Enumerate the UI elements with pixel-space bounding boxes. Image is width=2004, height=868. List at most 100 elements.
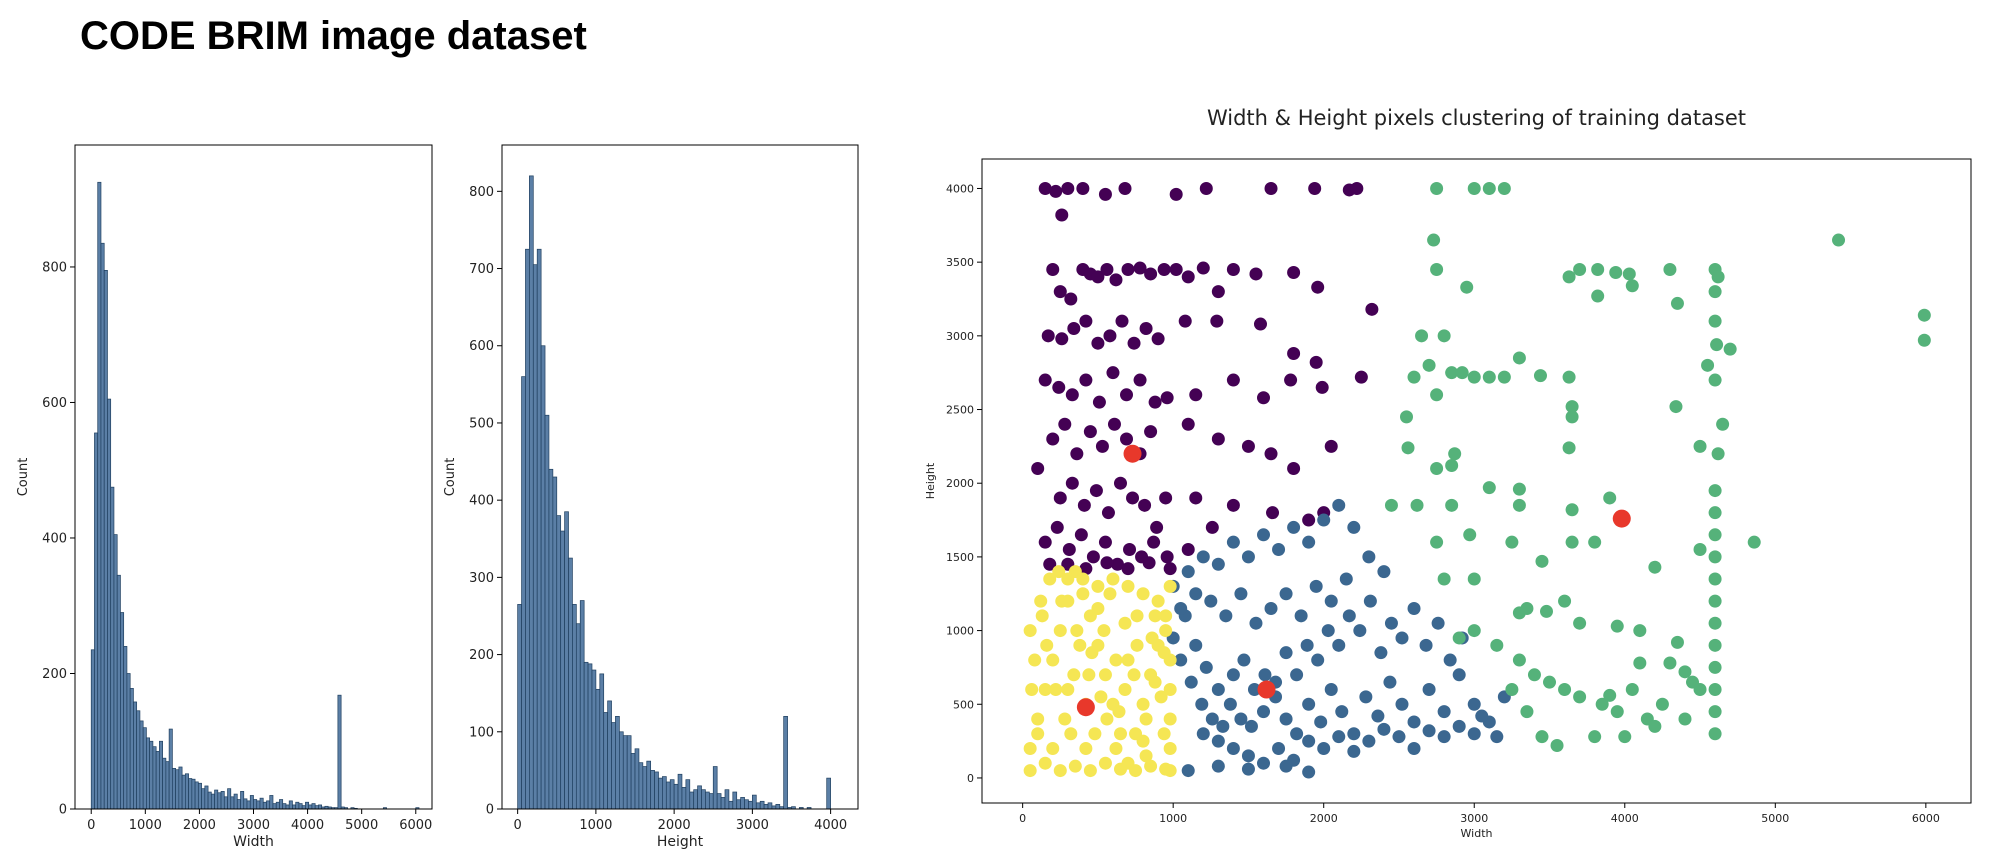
histogram-bar [308,804,313,810]
histogram-bar [564,511,569,810]
scatter-point [1272,741,1286,755]
scatter-point [1144,267,1158,281]
scatter-point [1266,506,1280,520]
scatter-point [1065,476,1079,490]
x-tick-label: 3000 [1460,812,1488,825]
histogram-bar [159,740,163,810]
x-tick-label: 6000 [1912,812,1940,825]
histogram-bar [133,701,138,810]
histogram-bar [305,801,310,810]
histogram-bar [752,794,757,810]
scatter-point [1055,208,1069,222]
histogram-bar [282,803,287,810]
histogram-bar [716,793,722,810]
histogram-bar [665,781,671,810]
histogram-bar [223,796,228,810]
y-tick-label: 500 [469,416,494,431]
histogram-bar [740,797,745,810]
scatter-point [1139,749,1153,763]
scatter-point [1279,646,1293,660]
scatter-point [1053,491,1067,505]
scatter-point [1663,263,1677,277]
y-tick-label: 4000 [946,182,974,195]
scatter-point [1136,697,1150,711]
scatter-point [1234,587,1248,601]
histogram-bar [685,779,691,810]
scatter-point [1455,366,1469,380]
histogram-bar [172,767,176,810]
scatter-point [1467,370,1481,384]
scatter-point [1708,484,1722,498]
histogram-bar [619,731,624,810]
scatter-point [1189,638,1203,652]
scatter-point [1034,594,1048,608]
scatter-point [1437,705,1451,719]
histogram-bar [249,795,254,810]
histogram-bar [275,801,280,810]
scatter-point [1226,668,1240,682]
scatter-point [1038,756,1052,770]
scatter-point [1708,594,1722,608]
scatter-point [1181,565,1195,579]
scatter-point [1118,181,1132,195]
scatter-point [1145,631,1159,645]
scatter-point [1467,727,1481,741]
scatter-point [1091,270,1105,284]
scatter-point [1452,719,1466,733]
scatter-point [1475,709,1489,723]
y-axis-label: Height [924,462,937,499]
scatter-point [1098,668,1112,682]
scatter-point [1308,181,1322,195]
scatter-point [1264,447,1278,461]
scatter-point [1112,705,1126,719]
scatter-point [1031,461,1045,475]
y-tick-label: 700 [469,262,494,277]
scatter-point [1467,697,1481,711]
histogram-bar [201,788,206,810]
scatter-point [1148,395,1162,409]
scatter-point [1452,631,1466,645]
histogram-bar [681,787,687,810]
scatter-point [1174,601,1188,615]
histogram-bar [279,799,284,810]
histogram-bar [677,773,683,810]
scatter-point [1287,347,1301,361]
scatter-point [1100,712,1114,726]
scatter-point [1046,741,1060,755]
scatter-point [1076,181,1090,195]
scatter-point [1497,181,1511,195]
histogram-bar [591,669,597,810]
scatter-point [1150,520,1164,534]
scatter-point [1082,668,1096,682]
y-tick-label: 0 [486,803,494,818]
scatter-point [1395,631,1409,645]
scatter-point [1711,270,1725,284]
scatter-point [1693,543,1707,557]
scatter-point [1448,447,1462,461]
scatter-point [1204,594,1218,608]
scatter-point [1543,675,1557,689]
scatter-point [1046,653,1060,667]
histogram-bar [662,776,667,810]
scatter-point [1133,261,1147,275]
x-tick-label: 2000 [183,818,216,833]
scatter-point [1302,513,1316,527]
scatter-point [1309,579,1323,593]
scatter-point [1130,609,1144,623]
scatter-point [1123,543,1137,557]
scatter-point [1086,550,1100,564]
scatter-point [1591,289,1605,303]
scatter-point [1482,370,1496,384]
scatter-point [1383,675,1397,689]
histogram-bar [230,796,235,810]
scatter-point [1347,727,1361,741]
scatter-point [1562,441,1576,455]
scatter-point [1101,506,1115,520]
scatter-point [1482,481,1496,495]
scatter-point [1347,520,1361,534]
scatter-point [1163,579,1177,593]
scatter-point [1467,181,1481,195]
scatter-point [1144,425,1158,439]
scatter-point [1603,688,1617,702]
scatter-point [1520,601,1534,615]
